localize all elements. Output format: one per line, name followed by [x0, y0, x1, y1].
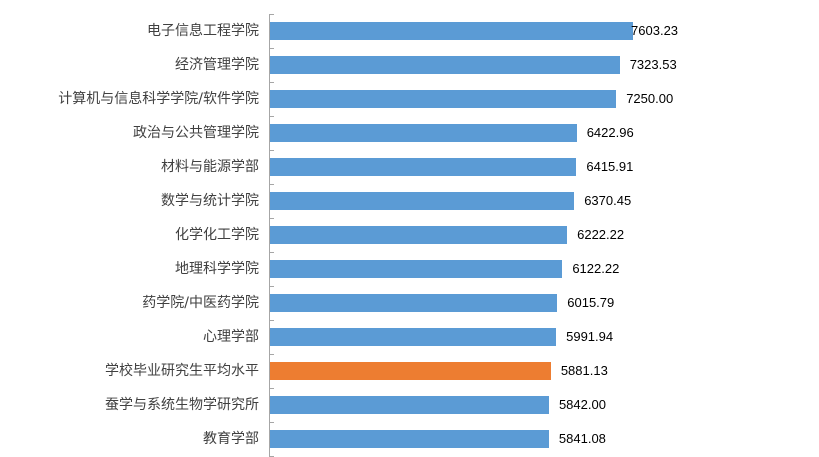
value-label: 6422.96	[586, 125, 634, 140]
axis-tick	[269, 354, 274, 355]
bar	[270, 158, 577, 176]
value-label: 5881.13	[560, 363, 608, 378]
category-label: 学校毕业研究生平均水平	[105, 363, 259, 379]
value-label: 6122.22	[572, 261, 620, 276]
category-label: 教育学部	[203, 431, 259, 447]
value-label: 6370.45	[584, 193, 632, 208]
bar	[270, 90, 617, 108]
category-label: 药学院/中医药学院	[142, 295, 259, 311]
axis-tick	[269, 286, 274, 287]
axis-tick	[269, 116, 274, 117]
axis-tick	[269, 150, 274, 151]
value-label: 6222.22	[577, 227, 625, 242]
value-label: 5842.00	[558, 397, 606, 412]
axis-tick	[269, 48, 274, 49]
bar	[270, 396, 549, 414]
value-label: 6015.79	[567, 295, 615, 310]
axis-tick	[269, 320, 274, 321]
axis-tick	[269, 422, 274, 423]
axis-tick	[269, 252, 274, 253]
bar	[270, 294, 558, 312]
axis-tick	[269, 14, 274, 15]
category-label: 地理科学学院	[175, 261, 259, 277]
axis-tick	[269, 388, 274, 389]
bar	[270, 124, 577, 142]
bar	[270, 260, 563, 278]
value-label: 7603.23	[631, 23, 679, 38]
bar	[270, 56, 620, 74]
value-label: 5841.08	[558, 431, 606, 446]
bar	[270, 430, 549, 448]
value-label: 5991.94	[566, 329, 614, 344]
category-label: 电子信息工程学院	[147, 23, 259, 39]
axis-tick	[269, 218, 274, 219]
category-label: 材料与能源学部	[161, 159, 259, 175]
bar	[270, 22, 634, 40]
category-label: 计算机与信息科学学院/软件学院	[58, 91, 259, 107]
value-label: 7250.00	[626, 91, 674, 106]
category-label: 蚕学与系统生物学研究所	[105, 397, 259, 413]
value-label: 6415.91	[586, 159, 634, 174]
category-label: 经济管理学院	[175, 57, 259, 73]
axis-tick	[269, 82, 274, 83]
category-label: 化学化工学院	[175, 227, 259, 243]
category-label: 数学与统计学院	[161, 193, 259, 209]
bar	[270, 192, 575, 210]
category-axis-line	[269, 14, 270, 456]
category-label: 心理学部	[203, 329, 259, 345]
bar-highlight	[270, 362, 551, 380]
value-label: 7323.53	[629, 57, 677, 72]
category-label: 政治与公共管理学院	[133, 125, 259, 141]
axis-tick	[269, 184, 274, 185]
bar	[270, 226, 568, 244]
bar	[270, 328, 557, 346]
